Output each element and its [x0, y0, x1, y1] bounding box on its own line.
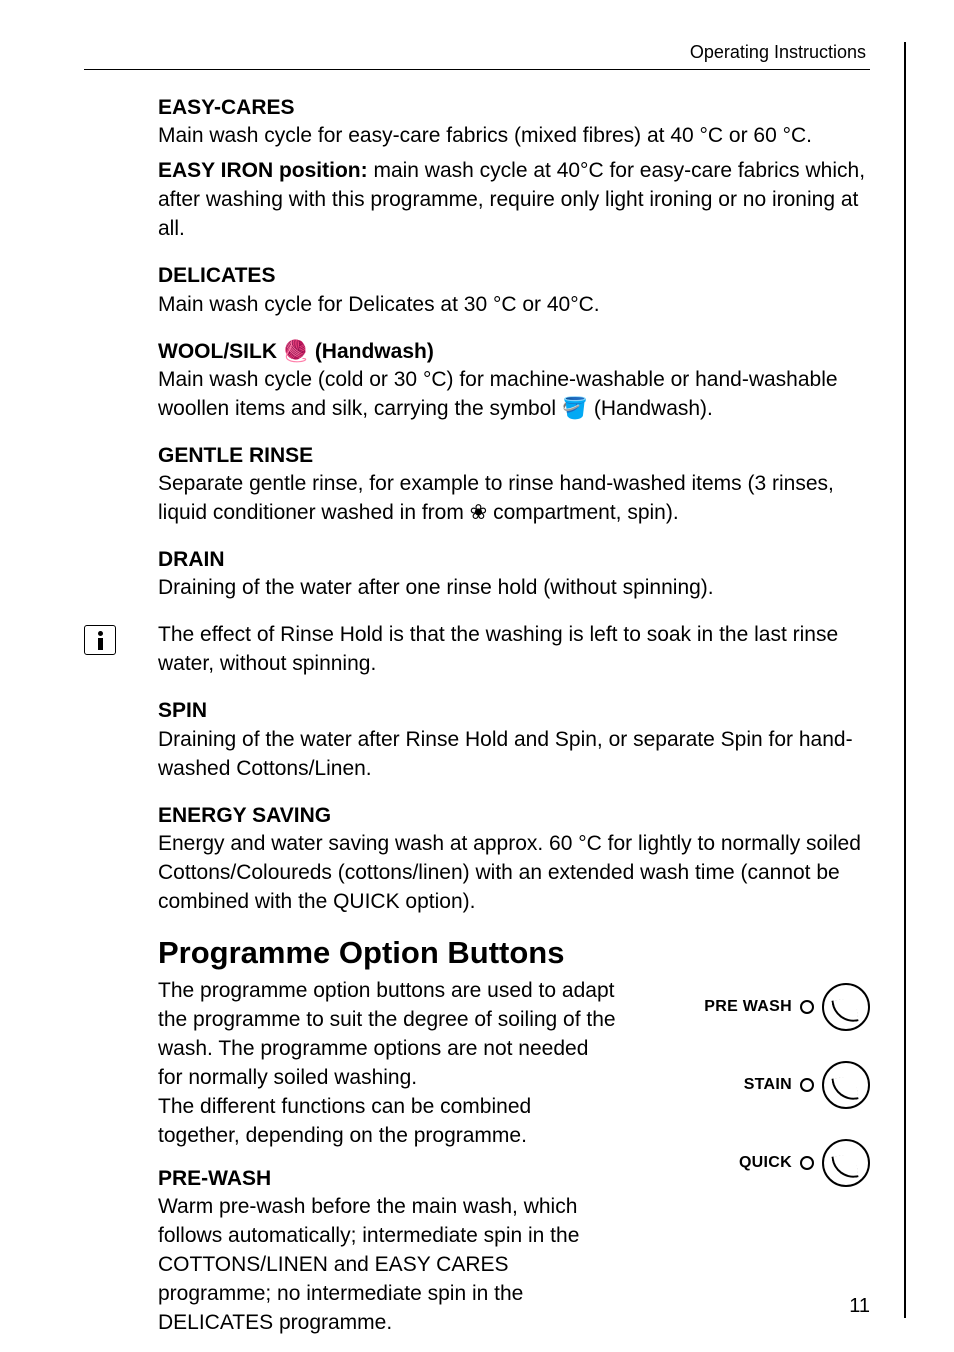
prewash-button[interactable] — [822, 983, 870, 1031]
section-spin: SPIN Draining of the water after Rinse H… — [158, 697, 870, 783]
section-body: Separate gentle rinse, for example to ri… — [158, 470, 870, 528]
section-body: Warm pre-wash before the main wash, whic… — [158, 1193, 616, 1338]
section-title: GENTLE RINSE — [158, 442, 870, 470]
info-icon-dot — [98, 631, 103, 636]
options-row: The programme option buttons are used to… — [158, 977, 870, 1338]
margin-rule — [904, 42, 906, 1318]
button-row-prewash: PRE WASH — [656, 983, 870, 1031]
wool-icon: 🧶 — [283, 340, 309, 363]
stain-button[interactable] — [822, 1061, 870, 1109]
inline-text: compartment, spin). — [487, 501, 678, 524]
info-text: The effect of Rinse Hold is that the was… — [158, 621, 870, 679]
section-body: The programme option buttons are used to… — [158, 977, 616, 1151]
page: Operating Instructions EASY-CARES Main w… — [0, 0, 954, 1352]
led-indicator — [800, 1156, 814, 1170]
header-rule — [84, 69, 870, 70]
conditioner-icon: ❀ — [470, 501, 488, 524]
option-buttons-panel: PRE WASH STAIN QUICK — [656, 977, 870, 1217]
section-body: Main wash cycle (cold or 30 °C) for mach… — [158, 366, 870, 424]
section-drain: DRAIN Draining of the water after one ri… — [158, 546, 870, 603]
section-body: Draining of the water after Rinse Hold a… — [158, 726, 870, 784]
handwash-icon: 🪣 — [562, 397, 588, 420]
info-note: The effect of Rinse Hold is that the was… — [84, 621, 870, 679]
button-label: STAIN — [744, 1076, 792, 1094]
button-row-quick: QUICK — [656, 1139, 870, 1187]
page-number: 11 — [849, 1295, 870, 1318]
inline-text: Main wash cycle (cold or 30 °C) for mach… — [158, 368, 838, 420]
running-header: Operating Instructions — [84, 42, 870, 63]
section-gentle-rinse: GENTLE RINSE Separate gentle rinse, for … — [158, 442, 870, 528]
section-easy-cares: EASY-CARES Main wash cycle for easy-care… — [158, 94, 870, 244]
section-body: Energy and water saving wash at approx. … — [158, 830, 870, 917]
section-body: Draining of the water after one rinse ho… — [158, 574, 870, 603]
led-indicator — [800, 1078, 814, 1092]
title-text: (Handwash) — [309, 340, 434, 363]
section-title: DRAIN — [158, 546, 870, 574]
section-energy-saving: ENERGY SAVING Energy and water saving wa… — [158, 802, 870, 917]
info-icon — [84, 625, 116, 655]
heading-programme-options: Programme Option Buttons — [158, 935, 870, 971]
quick-button[interactable] — [822, 1139, 870, 1187]
inline-bold: EASY IRON position: — [158, 159, 368, 182]
button-row-stain: STAIN — [656, 1061, 870, 1109]
section-title: EASY-CARES — [158, 94, 870, 122]
led-indicator — [800, 1000, 814, 1014]
section-body: Main wash cycle for Delicates at 30 °C o… — [158, 291, 870, 320]
button-label: QUICK — [739, 1154, 792, 1172]
section-title: SPIN — [158, 697, 870, 725]
options-text-column: The programme option buttons are used to… — [158, 977, 616, 1338]
section-delicates: DELICATES Main wash cycle for Delicates … — [158, 262, 870, 319]
inline-text: (Handwash). — [588, 397, 713, 420]
info-icon-stem — [98, 638, 103, 650]
button-label: PRE WASH — [704, 998, 792, 1016]
section-title: PRE-WASH — [158, 1165, 616, 1193]
section-body: Main wash cycle for easy-care fabrics (m… — [158, 122, 870, 151]
section-title: DELICATES — [158, 262, 870, 290]
section-wool-silk: WOOL/SILK 🧶 (Handwash) Main wash cycle (… — [158, 338, 870, 424]
title-text: WOOL/SILK — [158, 340, 283, 363]
content-column: EASY-CARES Main wash cycle for easy-care… — [84, 94, 870, 1338]
section-title: WOOL/SILK 🧶 (Handwash) — [158, 338, 870, 366]
section-title: ENERGY SAVING — [158, 802, 870, 830]
section-body: EASY IRON position: main wash cycle at 4… — [158, 157, 870, 244]
